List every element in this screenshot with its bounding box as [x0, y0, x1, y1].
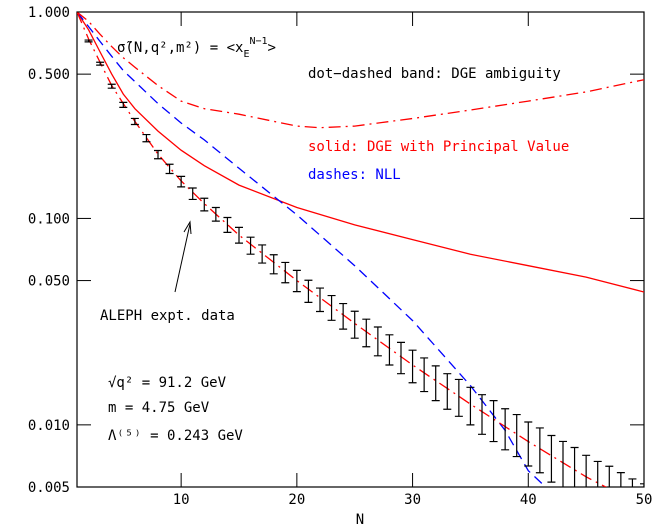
error-bar: [258, 244, 267, 264]
error-bar: [501, 408, 510, 451]
error-bar: [84, 39, 93, 43]
curve: [77, 12, 608, 487]
error-bar: [316, 287, 324, 313]
error-bar: [466, 386, 475, 426]
y-tick-label: 0.010: [28, 418, 70, 434]
error-bar: [628, 478, 637, 487]
error-bar: [177, 175, 186, 188]
error-bar: [130, 117, 139, 126]
error-bar: [397, 341, 405, 375]
y-tick-label: 0.500: [28, 67, 70, 83]
error-bar: [454, 378, 463, 417]
error-bar: [524, 421, 533, 467]
x-tick-label: 30: [404, 492, 421, 508]
error-bar: [593, 460, 602, 487]
error-bar: [512, 413, 521, 458]
error-bar: [154, 149, 162, 160]
error-bar: [165, 163, 174, 175]
error-bar: [304, 279, 313, 303]
error-bar: [339, 302, 348, 330]
error-bar: [582, 454, 591, 487]
error-bar: [408, 349, 417, 384]
arrow: [174, 223, 191, 293]
error-bar: [292, 269, 301, 293]
error-bar: [119, 101, 128, 108]
annotation: Λ⁽⁵⁾ = 0.243 GeV: [108, 428, 243, 444]
chart-title: σ̃(N,q²,m²) = <xEN−1>: [117, 36, 276, 60]
error-bar: [478, 394, 486, 435]
error-bar: [350, 310, 359, 339]
x-tick-label: 10: [173, 492, 190, 508]
error-bar: [385, 334, 394, 366]
error-bar: [605, 465, 614, 487]
y-tick-label: 0.050: [28, 274, 70, 290]
error-bar: [362, 318, 371, 348]
arrow-head: [183, 220, 192, 235]
x-axis-label: N: [356, 512, 364, 528]
error-bar: [235, 226, 243, 244]
x-tick-label: 50: [636, 492, 653, 508]
error-bar: [211, 206, 220, 222]
error-bar: [535, 427, 544, 474]
error-bar: [640, 483, 644, 487]
error-bar: [373, 326, 382, 357]
error-bar: [223, 216, 232, 233]
y-tick-label: 0.100: [28, 211, 70, 227]
error-bar: [570, 446, 579, 487]
annotation: dot−dashed band: DGE ambiguity: [308, 66, 561, 82]
curve: [77, 12, 644, 293]
error-bar: [107, 83, 116, 89]
error-bar: [616, 472, 625, 487]
annotation: m = 4.75 GeV: [108, 400, 210, 416]
y-tick-label: 1.000: [28, 5, 70, 21]
plot-frame: [76, 11, 645, 488]
annotation: solid: DGE with Principal Value: [308, 139, 569, 155]
x-tick-label: 40: [520, 492, 537, 508]
error-bar: [547, 434, 556, 483]
error-bar: [327, 294, 336, 321]
error-bar: [200, 197, 209, 212]
error-bar: [142, 133, 151, 143]
error-bar: [431, 365, 440, 402]
error-bar: [443, 373, 452, 410]
error-bar: [246, 236, 255, 255]
y-tick-label: 0.005: [28, 480, 70, 496]
error-bar: [420, 357, 429, 393]
error-bar: [281, 261, 290, 284]
error-bar: [489, 400, 498, 443]
annotation: ALEPH expt. data: [100, 308, 235, 324]
annotation: dashes: NLL: [308, 167, 401, 183]
error-bar: [96, 61, 105, 66]
error-bar: [269, 254, 278, 275]
curve: [77, 12, 644, 129]
x-tick-label: 20: [288, 492, 305, 508]
error-bar: [559, 440, 567, 487]
error-bar: [188, 187, 197, 201]
annotation: √q² = 91.2 GeV: [108, 375, 227, 391]
